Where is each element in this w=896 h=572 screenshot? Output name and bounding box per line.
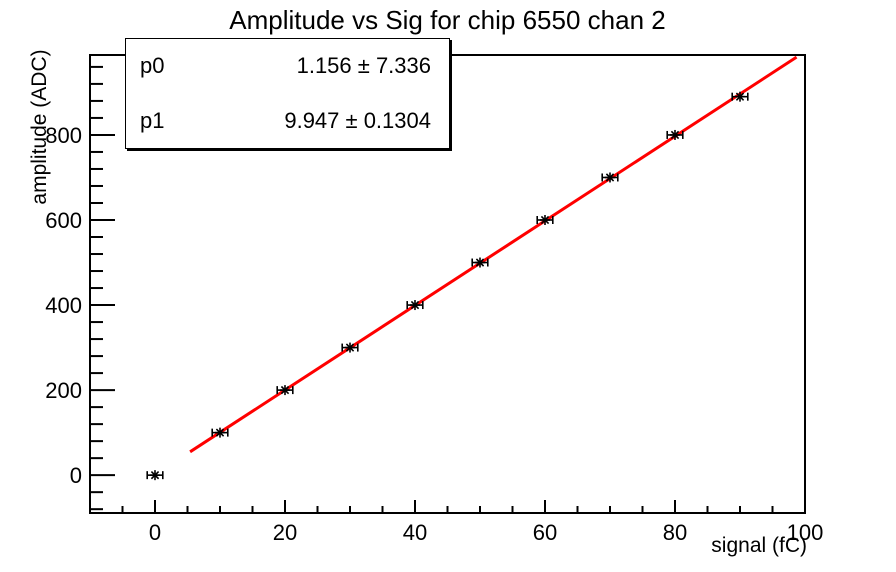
data-point [341, 342, 359, 353]
asterisk-marker [540, 215, 550, 225]
x-axis-title: signal (fC) [711, 534, 807, 557]
y-tick-label: 600 [45, 208, 82, 233]
asterisk-marker [735, 92, 745, 101]
stats-param-value: 1.156 ± 7.336 [296, 53, 431, 79]
data-point [666, 129, 684, 140]
plot-title: Amplitude vs Sig for chip 6550 chan 2 [229, 5, 666, 35]
asterisk-marker [670, 130, 680, 140]
y-tick-label: 800 [45, 123, 82, 148]
data-point [276, 385, 294, 396]
y-axis-title: amplitude (ADC) [28, 49, 51, 205]
asterisk-marker [475, 258, 485, 267]
asterisk-marker [150, 470, 160, 480]
data-point [471, 257, 489, 268]
x-tick-label: 80 [663, 520, 687, 545]
asterisk-marker [345, 343, 355, 352]
stats-box: p0 1.156 ± 7.336 p1 9.947 ± 0.1304 [125, 38, 450, 149]
stats-param-value: 9.947 ± 0.1304 [284, 107, 431, 133]
stats-param-name: p1 [140, 107, 165, 133]
y-tick-label: 200 [45, 378, 82, 403]
x-tick-label: 100 [787, 520, 824, 545]
stats-row: p0 1.156 ± 7.336 [126, 53, 449, 79]
asterisk-marker [215, 428, 225, 437]
data-point [731, 91, 749, 102]
data-point [146, 470, 164, 481]
asterisk-marker [605, 173, 615, 182]
stats-param-name: p0 [140, 53, 165, 79]
x-tick-label: 60 [533, 520, 557, 545]
x-tick-label: 20 [273, 520, 297, 545]
x-tick-label: 40 [403, 520, 427, 545]
data-point [536, 214, 554, 225]
data-point [406, 300, 424, 311]
asterisk-marker [280, 385, 290, 395]
asterisk-marker [410, 300, 420, 310]
fit-line [189, 55, 798, 454]
y-tick-label: 0 [70, 463, 82, 488]
data-point [601, 172, 619, 183]
data-point [211, 427, 229, 438]
y-tick-label: 400 [45, 293, 82, 318]
x-tick-label: 0 [149, 520, 161, 545]
stats-row: p1 9.947 ± 0.1304 [126, 108, 449, 134]
